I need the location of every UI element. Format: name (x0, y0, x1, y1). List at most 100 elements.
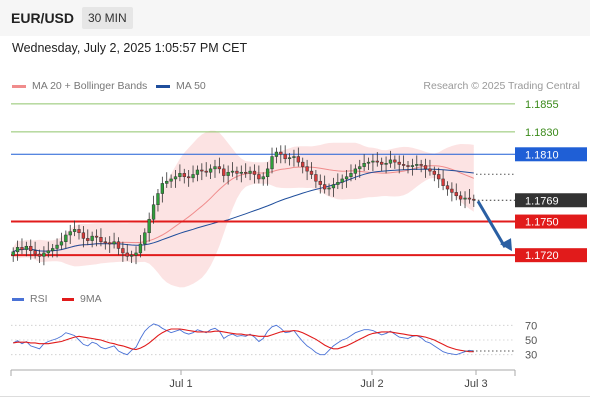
candle-body (129, 254, 134, 257)
candle-body (261, 176, 265, 180)
candle-body (147, 219, 151, 234)
candle-body (454, 192, 458, 197)
candle-body (327, 187, 331, 190)
candle-body (450, 188, 454, 193)
candle-body (371, 160, 375, 163)
candle-body (112, 241, 116, 245)
candle-body (72, 229, 77, 232)
candle-body (103, 241, 107, 244)
candle-body (380, 161, 384, 165)
candle-body (195, 169, 200, 175)
candle-body (331, 184, 336, 189)
candle-body (204, 170, 208, 173)
candle-body (375, 160, 379, 163)
candle-body (121, 248, 125, 254)
candle-body (230, 170, 235, 173)
candle-body (432, 170, 436, 175)
candle-body (397, 161, 401, 165)
candle-body (362, 163, 366, 167)
price-level-label-1.1750: 1.1750 (525, 217, 559, 229)
legend-rsi-swatch (12, 297, 24, 301)
rsi-series-RSI (12, 323, 474, 356)
candle-body (151, 204, 156, 220)
candle-body (90, 235, 94, 241)
price-level-tag-1.1720 (515, 248, 587, 263)
candle-body (318, 180, 322, 185)
candle-body (428, 168, 432, 172)
candle-body (99, 236, 103, 242)
candle-body (301, 161, 305, 167)
candle-body (419, 164, 423, 166)
legend-9ma-swatch (62, 297, 74, 301)
candle-body (178, 173, 182, 177)
candle-body (384, 163, 388, 165)
rsi-series-9MA (13, 328, 474, 353)
candle-body (138, 243, 143, 254)
candle-body (366, 161, 371, 164)
candle-body (55, 244, 59, 249)
candle-body (244, 171, 248, 174)
current-price-label: 1.1769 (525, 195, 559, 207)
candle-body (252, 170, 257, 175)
x-tick-label-Jul 3: Jul 3 (464, 378, 487, 390)
candle-body (257, 174, 261, 180)
candle-body (239, 171, 243, 174)
candle-body (125, 252, 129, 257)
legend-ma50-label: MA 50 (176, 80, 206, 92)
candle-body (42, 252, 46, 257)
price-level-tag-1.1810 (515, 147, 587, 162)
instrument-name: EUR/USD (11, 10, 75, 26)
candle-body (349, 173, 353, 177)
candle-body (77, 229, 81, 234)
x-tick-label-Jul 2: Jul 2 (360, 378, 383, 390)
candle-body (173, 176, 178, 180)
candle-body (11, 251, 15, 256)
legend-ma50: MA 50 (156, 80, 206, 92)
price-level-label-1.1720: 1.1720 (525, 250, 559, 262)
candle-body (265, 168, 270, 177)
candle-body (336, 182, 340, 185)
candle-body (415, 164, 419, 166)
candle-body (296, 156, 300, 163)
price-level-label-1.1855: 1.1855 (525, 99, 559, 111)
candle-body (441, 178, 445, 186)
candle-body (401, 164, 406, 166)
candle-body (323, 184, 327, 190)
rsi-tick-30: 30 (525, 350, 537, 362)
legend-bollinger-swatch (12, 84, 26, 88)
credit-text: Research © 2025 Trading Central (423, 80, 580, 92)
top-bar: EUR/USD 30 MIN (0, 0, 590, 36)
candle-body (463, 197, 467, 200)
candle-body (59, 241, 64, 246)
candle-body (283, 154, 287, 160)
legend-9ma-label: 9MA (80, 293, 102, 305)
candle-body (393, 159, 397, 163)
candle-body (213, 166, 217, 170)
candle-body (270, 156, 274, 170)
legend-bollinger-label: MA 20 + Bollinger Bands (32, 80, 148, 92)
candle-body (467, 197, 472, 200)
candle-body (134, 252, 138, 256)
candle-body (68, 231, 72, 236)
candle-body (217, 166, 222, 170)
candle-body (406, 165, 410, 167)
bottom-border (0, 396, 590, 397)
candle-body (437, 174, 441, 180)
forecast-arrow-head (500, 238, 512, 252)
candle-body (388, 159, 393, 164)
candle-body (94, 235, 99, 238)
candle-body (458, 195, 463, 200)
candle-body (287, 157, 292, 160)
rsi-tick-50: 50 (525, 335, 537, 347)
candle-body (274, 151, 279, 157)
candle-body (169, 178, 173, 182)
candle-body (108, 242, 112, 245)
candle-body (165, 180, 169, 184)
candle-body (160, 183, 164, 194)
forecast-arrow-shaft (476, 200, 507, 248)
x-tick-label-Jul 1: Jul 1 (169, 378, 192, 390)
candle-body (305, 166, 309, 172)
candle-body (86, 238, 90, 241)
timeframe-button[interactable]: 30 MIN (82, 7, 133, 29)
